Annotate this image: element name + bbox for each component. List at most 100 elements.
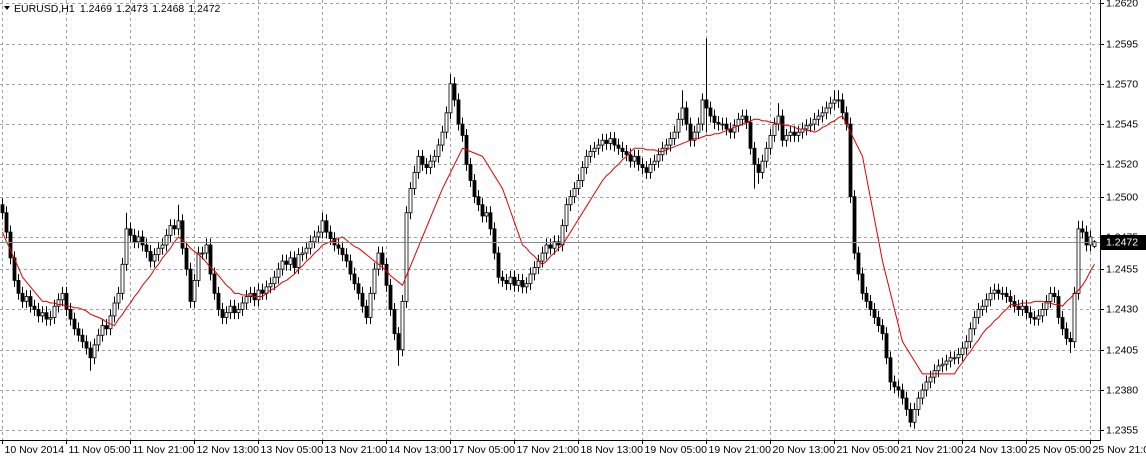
- candle-body: [1092, 241, 1097, 247]
- x-tick-label: 19 Nov 05:00: [645, 444, 708, 456]
- candle-body: [1020, 305, 1025, 310]
- x-tick-label: 13 Nov 05:00: [261, 444, 324, 456]
- candle-body: [192, 280, 197, 302]
- candle-body: [188, 268, 193, 302]
- candle-body: [324, 220, 329, 233]
- candle-body: [356, 283, 361, 294]
- candle-body: [204, 244, 209, 254]
- candle-body: [152, 254, 157, 262]
- moving-average: [2, 115, 1095, 375]
- candle-body: [920, 389, 925, 399]
- candle-body: [852, 196, 857, 254]
- plot: [0, 38, 1100, 429]
- candle-body: [976, 309, 981, 318]
- y-tick-label: 1.2595: [1106, 38, 1138, 50]
- candle-body: [516, 280, 521, 286]
- candle-body: [396, 333, 401, 351]
- candle-body: [44, 312, 49, 320]
- candle-body: [328, 231, 333, 239]
- candle-body: [1068, 338, 1073, 343]
- candle-body: [624, 151, 629, 156]
- candle-body: [716, 122, 721, 125]
- candle-body: [592, 147, 597, 152]
- candle-body: [788, 131, 793, 136]
- candle-body: [376, 252, 381, 270]
- candle-body: [768, 134, 773, 149]
- candle-body: [588, 151, 593, 157]
- candle-body: [296, 254, 301, 268]
- candle-body: [880, 325, 885, 335]
- candle-body: [72, 318, 77, 330]
- candle-body: [284, 260, 289, 265]
- candle-body: [1000, 292, 1005, 295]
- candle-body: [336, 244, 341, 249]
- candle-body: [620, 147, 625, 152]
- candle-body: [652, 160, 657, 165]
- candle-body: [736, 118, 741, 127]
- candle-body: [720, 123, 725, 126]
- candle-body: [780, 115, 785, 141]
- candle-body: [576, 180, 581, 189]
- candle-body: [436, 144, 441, 157]
- x-tick-label: 19 Nov 21:00: [709, 444, 772, 456]
- candle-body: [616, 144, 621, 149]
- candle-body: [664, 144, 669, 149]
- candle-body: [692, 131, 697, 141]
- candle-body: [148, 251, 153, 262]
- grid: [0, 0, 1100, 440]
- candle-body: [924, 381, 929, 391]
- candle-body: [320, 220, 325, 233]
- candle-body: [20, 292, 25, 302]
- candle-body: [408, 188, 413, 214]
- candle-body: [596, 144, 601, 149]
- candle-body: [1060, 317, 1065, 330]
- candle-body: [708, 107, 713, 117]
- candle-body: [228, 305, 233, 314]
- y-tick-label: 1.2405: [1106, 344, 1138, 356]
- candle-body: [608, 138, 613, 144]
- candle-body: [940, 363, 945, 367]
- x-tick-label: 21 Nov 05:00: [837, 444, 900, 456]
- candle-body: [764, 147, 769, 162]
- candle-body: [220, 309, 225, 318]
- candle-body: [848, 123, 853, 198]
- x-tick-label: 11 Nov 21:00: [133, 444, 195, 456]
- candle-body: [968, 328, 973, 343]
- candle-body: [712, 115, 717, 123]
- candle-body: [568, 196, 573, 206]
- candle-body: [476, 196, 481, 206]
- candle-body: [496, 252, 501, 278]
- candle-body: [308, 241, 313, 249]
- candle-body: [944, 360, 949, 365]
- candle-body: [1064, 328, 1069, 339]
- candle-body: [28, 296, 33, 307]
- candle-body: [92, 344, 97, 359]
- candle-body: [680, 107, 685, 120]
- x-tick-label: 11 Nov 05:00: [69, 444, 131, 456]
- candle-body: [784, 134, 789, 141]
- x-tick-label: 12 Nov 13:00: [197, 444, 260, 456]
- candle-body: [352, 273, 357, 285]
- candle-body: [120, 263, 125, 294]
- candle-body: [984, 299, 989, 307]
- candle-body: [468, 163, 473, 181]
- candle-body: [224, 312, 229, 318]
- candle-body: [744, 115, 749, 123]
- candle-body: [144, 244, 149, 252]
- candle-body: [812, 118, 817, 125]
- candle-body: [416, 155, 421, 173]
- candle-body: [428, 160, 433, 169]
- candle-body: [420, 155, 425, 165]
- candle-body: [656, 154, 661, 162]
- candle-body: [1004, 292, 1009, 297]
- candle-body: [804, 125, 809, 130]
- candle-body: [928, 376, 933, 383]
- x-tick-label: 13 Nov 21:00: [325, 444, 388, 456]
- candle-body: [796, 131, 801, 136]
- candle-body: [412, 172, 417, 189]
- candle-body: [52, 305, 57, 318]
- candle-body: [1052, 292, 1057, 297]
- price-label: 1.2472: [1106, 236, 1138, 248]
